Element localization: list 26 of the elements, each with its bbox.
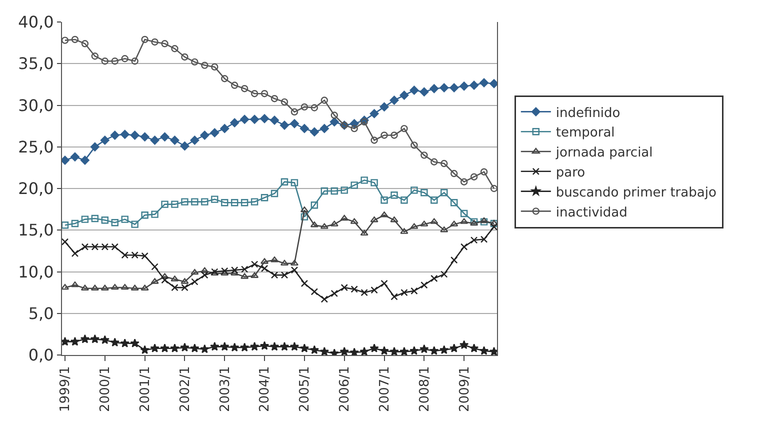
x-tick-label: 2005/1: [298, 366, 313, 412]
legend-label: indefinido: [556, 106, 620, 121]
x-tick-label: 2001/1: [138, 366, 154, 412]
y-tick-label: 10,0: [18, 262, 54, 282]
y-tick-label: 35,0: [18, 54, 54, 74]
legend-label: inactividad: [556, 205, 628, 220]
x-tick-label: 2003/1: [218, 366, 233, 412]
x-tick-label: 2009/1: [457, 366, 472, 412]
x-tick-label: 2002/1: [178, 366, 193, 412]
x-tick-label: 2006/1: [338, 366, 353, 412]
y-tick-label: 40,0: [18, 12, 54, 32]
x-tick-label: 2007/1: [377, 366, 392, 412]
legend-label: buscando primer trabajo: [556, 185, 716, 200]
y-tick-label: 25,0: [18, 137, 54, 156]
y-tick-label: 30,0: [18, 96, 54, 115]
x-tick-label: 1999/1: [58, 366, 74, 412]
x-tick-label: 2000/1: [98, 366, 114, 412]
y-tick-label: 20,0: [18, 179, 54, 198]
y-tick-label: 15,0: [18, 220, 54, 240]
legend-label: temporal: [556, 126, 615, 141]
x-tick-label: 2008/1: [417, 366, 432, 412]
y-tick-label: 0,0: [28, 346, 54, 365]
x-tick-label: 2004/1: [258, 366, 273, 412]
y-tick-label: 5,0: [28, 304, 54, 323]
legend-label: paro: [556, 165, 586, 180]
legend-label: jornada parcial: [554, 146, 653, 161]
